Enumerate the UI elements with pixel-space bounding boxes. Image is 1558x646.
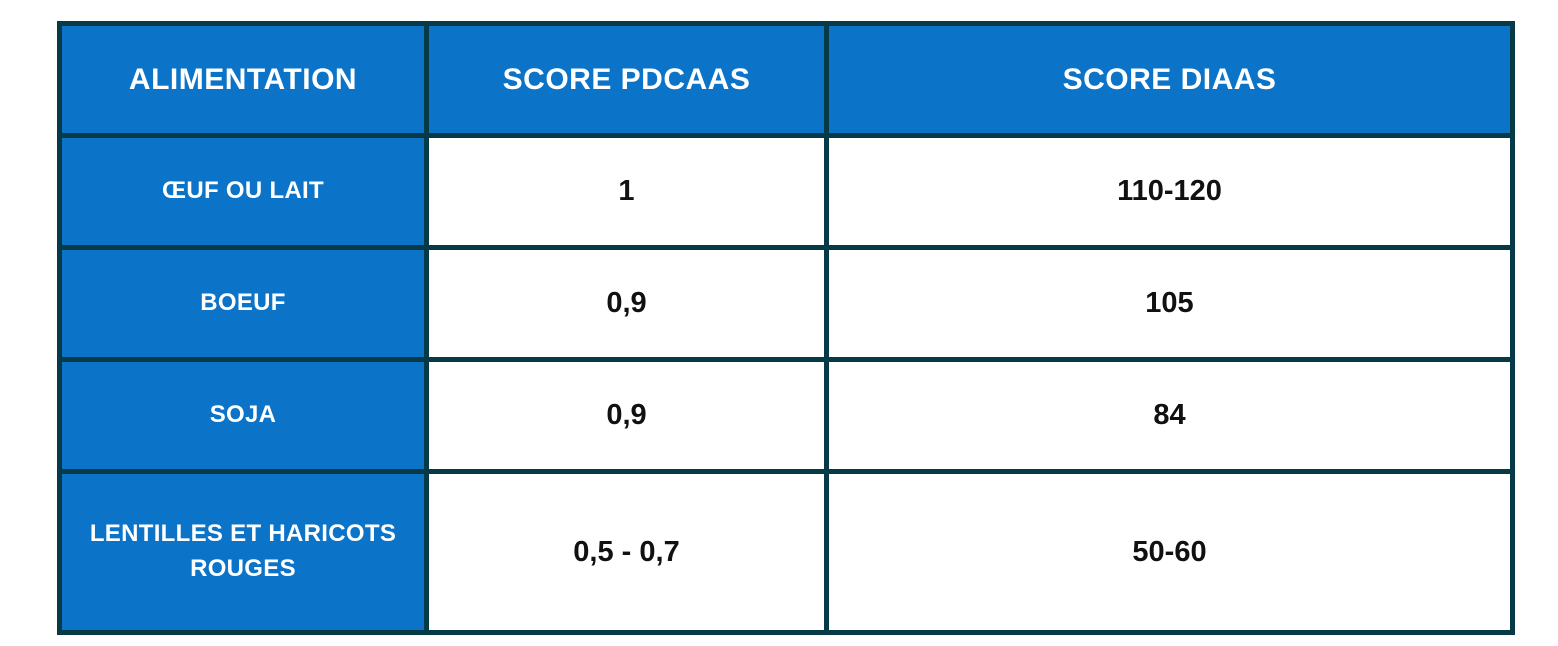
pdcaas-value-cell: 1 — [424, 133, 829, 250]
score-comparison-table-wrapper: ALIMENTATION SCORE PDCAAS SCORE DIAAS ŒU… — [57, 21, 1515, 635]
header-cell-score-diaas: SCORE DIAAS — [824, 21, 1515, 138]
table-row-oeuf-ou-lait: ŒUF OU LAIT 1 110-120 — [57, 133, 1515, 250]
pdcaas-value-cell: 0,9 — [424, 357, 829, 474]
diaas-value-cell: 84 — [824, 357, 1515, 474]
header-cell-alimentation: ALIMENTATION — [57, 21, 429, 138]
table-row-soja: SOJA 0,9 84 — [57, 357, 1515, 474]
header-cell-score-pdcaas: SCORE PDCAAS — [424, 21, 829, 138]
row-label-cell: LENTILLES ET HARICOTS ROUGES — [57, 469, 429, 635]
row-label-cell: ŒUF OU LAIT — [57, 133, 429, 250]
row-label-cell: BOEUF — [57, 245, 429, 362]
diaas-value-cell: 110-120 — [824, 133, 1515, 250]
score-comparison-table: ALIMENTATION SCORE PDCAAS SCORE DIAAS ŒU… — [57, 21, 1515, 635]
row-label-cell: SOJA — [57, 357, 429, 474]
diaas-value-cell: 50-60 — [824, 469, 1515, 635]
table-row-lentilles-haricots-rouges: LENTILLES ET HARICOTS ROUGES 0,5 - 0,7 5… — [57, 469, 1515, 635]
pdcaas-value-cell: 0,5 - 0,7 — [424, 469, 829, 635]
table-row-boeuf: BOEUF 0,9 105 — [57, 245, 1515, 362]
header-row: ALIMENTATION SCORE PDCAAS SCORE DIAAS — [57, 21, 1515, 138]
pdcaas-value-cell: 0,9 — [424, 245, 829, 362]
diaas-value-cell: 105 — [824, 245, 1515, 362]
